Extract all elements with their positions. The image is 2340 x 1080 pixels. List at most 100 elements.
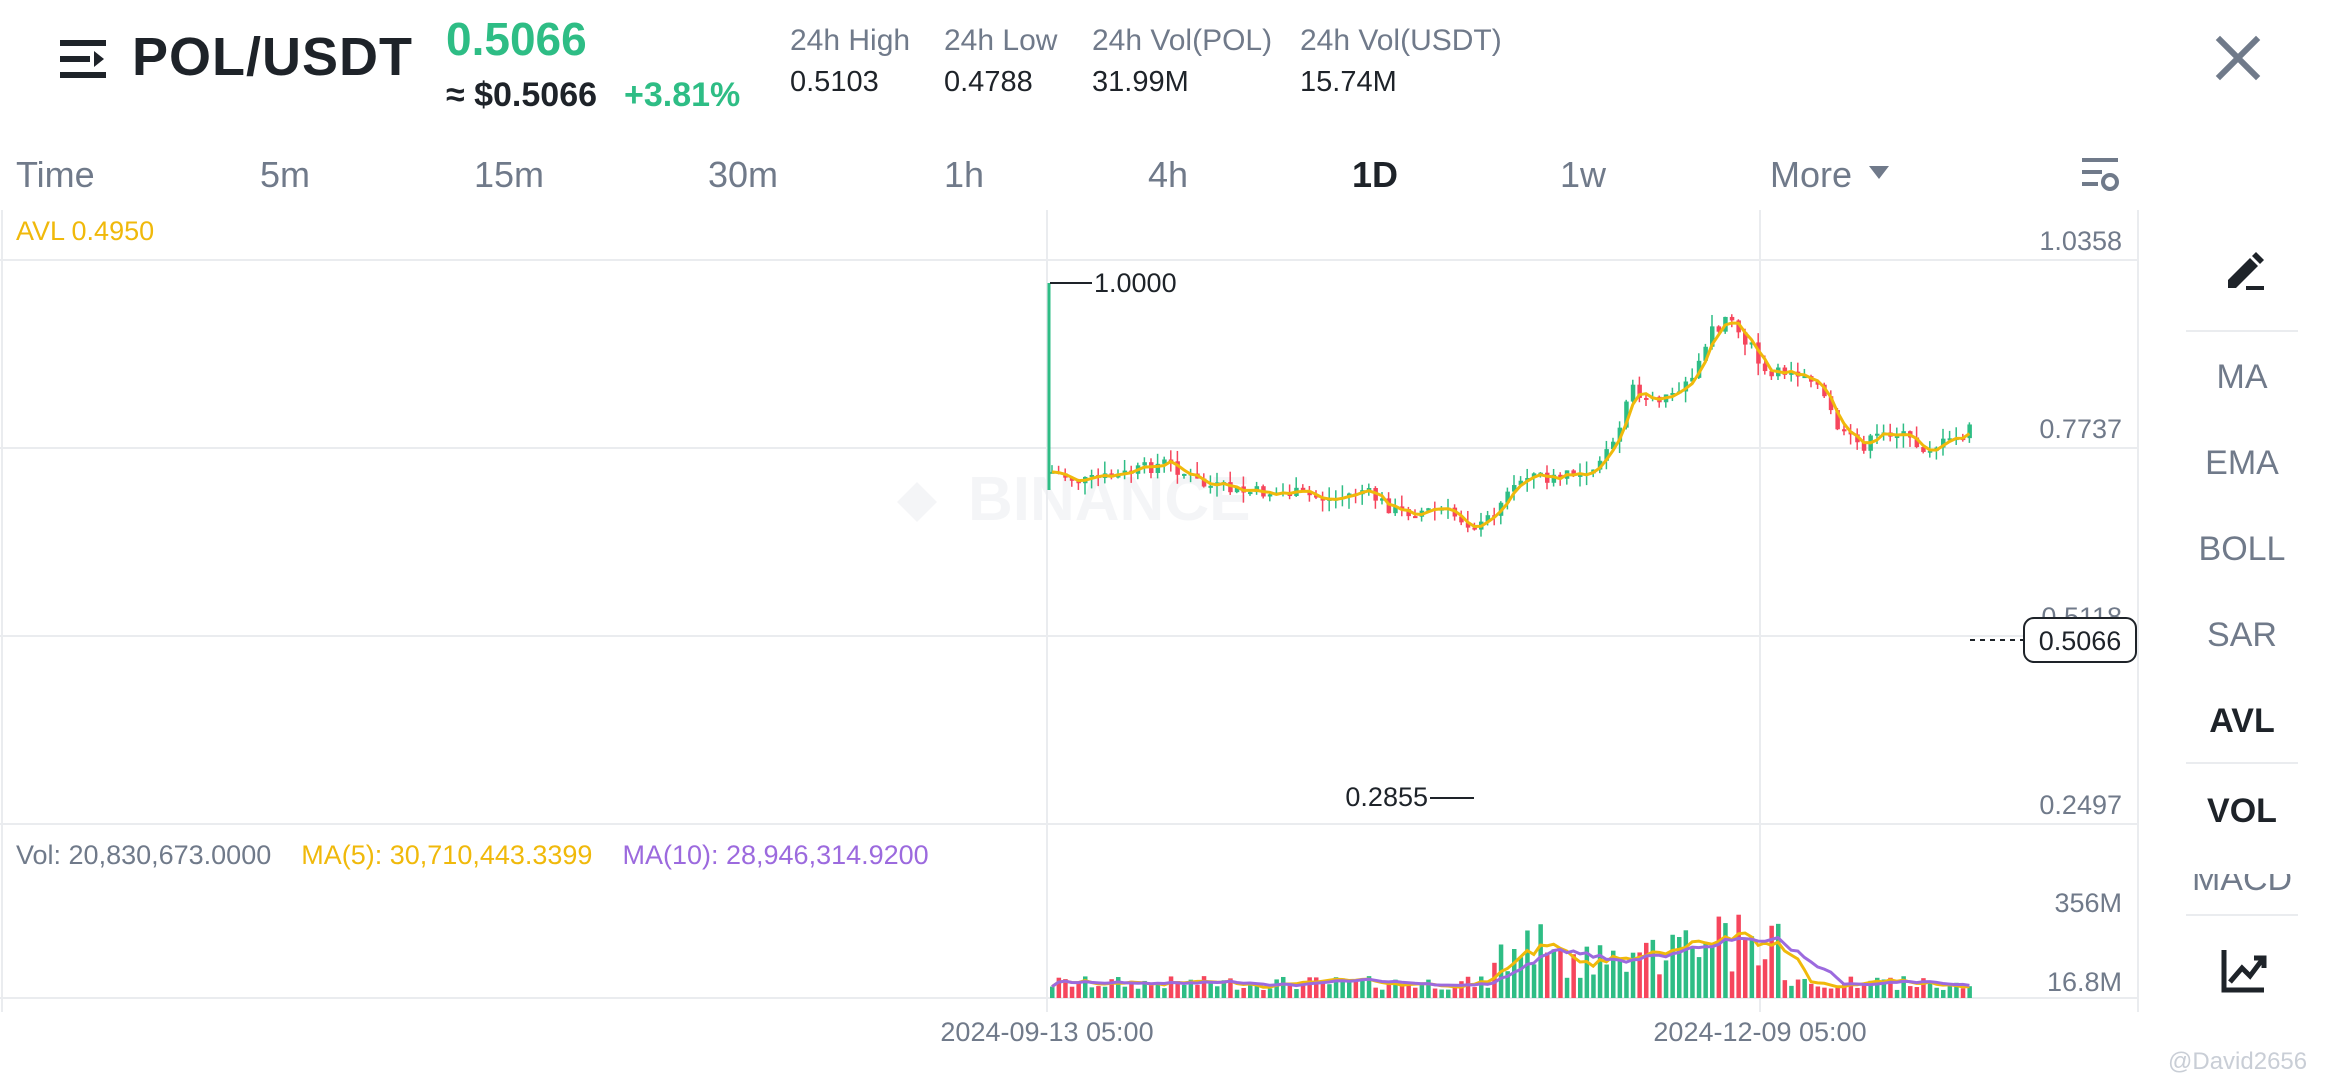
indicator-boll[interactable]: BOLL bbox=[2198, 530, 2286, 568]
volume-bar bbox=[1116, 977, 1121, 998]
stat-24h-high-value: 0.5103 bbox=[790, 66, 879, 98]
tab-time[interactable]: Time bbox=[16, 154, 95, 195]
candle bbox=[1835, 410, 1840, 430]
volume-bar bbox=[1373, 987, 1378, 998]
time-axis-label: 2024-12-09 05:00 bbox=[1653, 1017, 1866, 1047]
candle bbox=[1710, 326, 1715, 347]
volume-bar bbox=[1050, 986, 1055, 998]
volume-bar bbox=[1340, 978, 1345, 998]
stat-24h-high-label: 24h High bbox=[790, 24, 911, 57]
candle bbox=[1406, 509, 1411, 517]
candle bbox=[1842, 429, 1847, 432]
volume-bar bbox=[1333, 977, 1339, 998]
price-change-percent: +3.81% bbox=[624, 76, 741, 114]
candle bbox=[1749, 342, 1755, 345]
candle bbox=[1182, 473, 1187, 476]
volume-bar bbox=[1261, 989, 1266, 998]
candle bbox=[1571, 470, 1576, 476]
tab-4h[interactable]: 4h bbox=[1148, 154, 1189, 195]
candle bbox=[1941, 438, 1946, 448]
volume-bar bbox=[1459, 981, 1464, 998]
indicator-vol[interactable]: VOL bbox=[2207, 792, 2277, 830]
full-chart-icon[interactable] bbox=[2220, 946, 2268, 994]
volume-bar bbox=[1630, 952, 1636, 998]
volume-bar bbox=[1472, 987, 1477, 998]
volume-bar bbox=[1314, 977, 1319, 998]
volume-bar bbox=[1201, 976, 1207, 998]
candle bbox=[1604, 449, 1609, 461]
menu-icon[interactable] bbox=[58, 34, 108, 84]
candle bbox=[1142, 462, 1147, 466]
volume-bar bbox=[1947, 985, 1953, 998]
candle bbox=[1175, 461, 1180, 475]
user-watermark: @David2656 bbox=[2168, 1048, 2308, 1075]
volume-bar bbox=[1228, 978, 1233, 998]
volume-bar bbox=[1835, 987, 1840, 998]
tab-5m[interactable]: 5m bbox=[260, 154, 311, 195]
volume-bar bbox=[1439, 989, 1444, 998]
volume-bar bbox=[1380, 989, 1385, 998]
candle bbox=[1683, 381, 1689, 392]
chart-settings-icon[interactable] bbox=[2078, 152, 2122, 196]
volume-bar bbox=[1287, 984, 1293, 998]
candle bbox=[1386, 498, 1392, 514]
volume-bar bbox=[1558, 950, 1563, 998]
volume-bar bbox=[1828, 988, 1834, 998]
tab-more[interactable]: More bbox=[1770, 154, 1853, 195]
low-price-marker: 0.2855 bbox=[1345, 782, 1428, 812]
volume-ma5: MA(5): 30,710,443.3399 bbox=[301, 840, 593, 870]
candle bbox=[1122, 470, 1128, 474]
volume-bar bbox=[1307, 977, 1312, 998]
candle bbox=[1472, 527, 1477, 530]
tab-1d[interactable]: 1D bbox=[1352, 154, 1399, 195]
volume-ma5-line bbox=[1051, 931, 1970, 989]
candle bbox=[1485, 515, 1491, 522]
indicator-ma[interactable]: MA bbox=[2216, 358, 2268, 396]
volume-bar bbox=[1155, 983, 1161, 998]
kline-chart[interactable]: BINANCE 1.0358 0.7737 0.5118 0.2497 0.50… bbox=[0, 210, 2150, 1080]
trading-pair-title[interactable]: POL/USDT bbox=[132, 27, 414, 87]
candle bbox=[1413, 516, 1418, 519]
candle bbox=[1630, 384, 1636, 402]
volume-bar bbox=[1723, 923, 1728, 998]
candle bbox=[1426, 508, 1431, 511]
volume-bar bbox=[1597, 945, 1603, 998]
volume-bar bbox=[1492, 962, 1497, 998]
indicator-ema[interactable]: EMA bbox=[2205, 444, 2279, 482]
volume-bar bbox=[1426, 979, 1431, 998]
volume-bar bbox=[1056, 977, 1062, 998]
tab-1h[interactable]: 1h bbox=[944, 154, 985, 195]
tab-1w[interactable]: 1w bbox=[1560, 154, 1607, 195]
volume-bar bbox=[1756, 965, 1761, 998]
indicator-sar[interactable]: SAR bbox=[2207, 616, 2277, 654]
volume-bar bbox=[1347, 982, 1352, 998]
indicator-avl[interactable]: AVL bbox=[2209, 702, 2275, 740]
volume-bar bbox=[1149, 983, 1154, 998]
candle bbox=[1617, 427, 1623, 442]
volume-bar bbox=[1267, 988, 1273, 998]
volume-bar bbox=[1419, 982, 1425, 998]
current-price-tag bbox=[2023, 617, 2137, 663]
high-price-marker: 1.0000 bbox=[1094, 268, 1177, 298]
volume-bar bbox=[1716, 916, 1722, 998]
candle bbox=[1782, 367, 1788, 375]
volume-bar bbox=[1861, 983, 1867, 998]
approx-usd-price: ≈ $0.5066 bbox=[446, 76, 598, 114]
volume-bar bbox=[1703, 943, 1708, 998]
candle bbox=[1670, 393, 1675, 396]
volume-bar bbox=[1914, 987, 1920, 998]
last-price: 0.5066 bbox=[446, 13, 587, 65]
draw-pen-icon[interactable] bbox=[2220, 246, 2268, 294]
tab-15m[interactable]: 15m bbox=[474, 154, 545, 195]
volume-bar bbox=[1142, 980, 1147, 998]
candle bbox=[1611, 441, 1616, 450]
volume-bar bbox=[1815, 986, 1821, 998]
candle bbox=[1716, 326, 1722, 332]
volume-bar bbox=[1637, 952, 1642, 998]
volume-bar bbox=[1650, 939, 1656, 998]
indicator-macd[interactable]: MACD bbox=[2191, 874, 2293, 896]
candle bbox=[1947, 438, 1953, 441]
close-icon[interactable] bbox=[2210, 30, 2266, 86]
volume-bar bbox=[1452, 986, 1458, 998]
tab-30m[interactable]: 30m bbox=[708, 154, 779, 195]
